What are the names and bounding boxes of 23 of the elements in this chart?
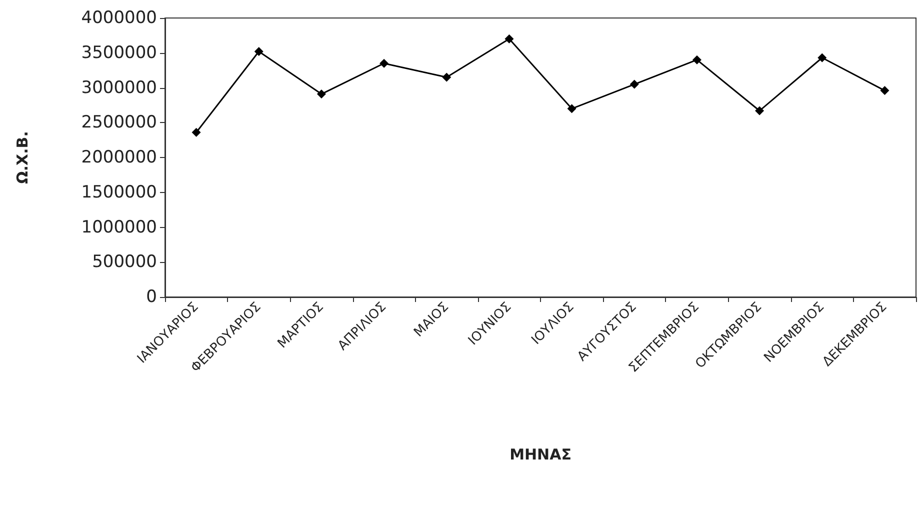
point: [630, 80, 639, 89]
y-tick-label: 500000: [92, 252, 157, 272]
point: [380, 58, 389, 68]
point: [192, 128, 201, 137]
point: [316, 90, 326, 99]
y-tick-label: 3000000: [81, 78, 157, 98]
point: [818, 53, 827, 62]
y-tick-label: 2000000: [81, 148, 157, 168]
y-tick-label: 0: [146, 287, 157, 307]
y-tick-label: 1500000: [81, 182, 157, 202]
point: [692, 55, 702, 64]
x-axis-title: ΜΗΝΑΣ: [510, 446, 572, 464]
y-tick-label: 3500000: [81, 42, 157, 63]
point: [504, 34, 514, 44]
y-axis-title: Ω.Χ.Β.: [14, 131, 32, 184]
y-tick-label: 1000000: [81, 217, 157, 238]
point: [880, 86, 890, 96]
y-tick-label: 4000000: [81, 8, 157, 28]
point: [254, 46, 264, 56]
point: [567, 104, 576, 114]
point: [755, 106, 764, 116]
point: [442, 72, 452, 82]
y-tick-label: 2500000: [81, 112, 157, 133]
